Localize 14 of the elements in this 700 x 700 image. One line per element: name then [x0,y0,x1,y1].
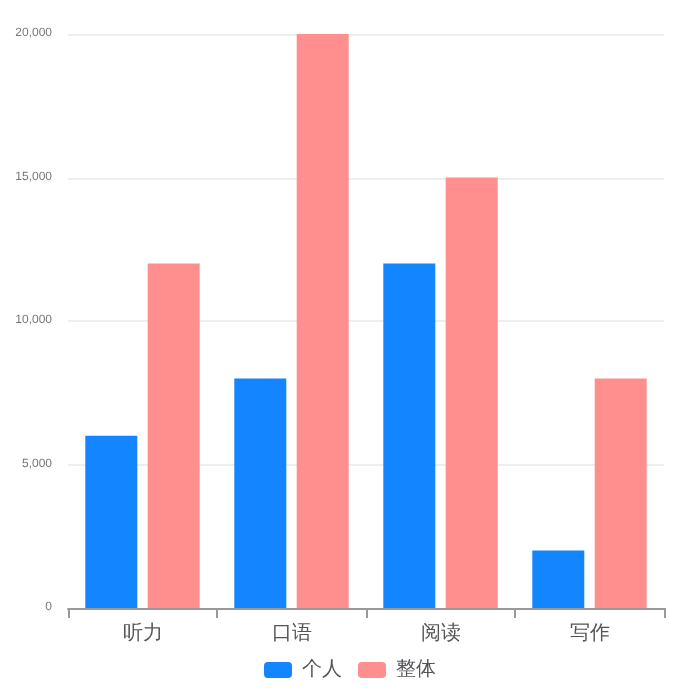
x-tick-label: 听力 [122,621,163,645]
bar [594,378,647,608]
bar [532,550,585,608]
x-tick-label: 阅读 [420,621,461,645]
bar [445,177,498,608]
bar [147,263,200,608]
bar [296,34,349,608]
x-tick-label: 口语 [271,621,312,645]
bar [383,263,436,608]
bar [85,435,138,608]
bar [234,378,287,608]
x-tick-label: 写作 [569,623,610,645]
legend-label: 个人 [302,657,342,681]
legend-label: 整体 [396,657,436,681]
